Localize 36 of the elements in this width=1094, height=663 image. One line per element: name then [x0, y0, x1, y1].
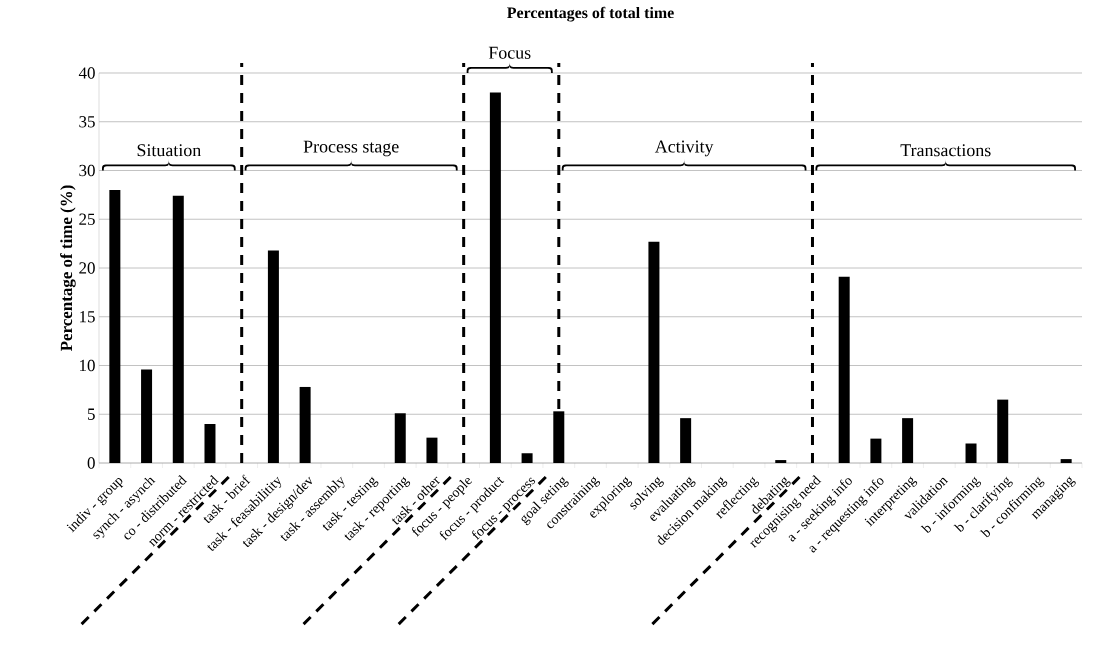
y-tick-label: 35	[79, 116, 95, 128]
bar	[648, 241, 660, 463]
bar	[965, 443, 977, 463]
bar	[997, 399, 1009, 463]
bar	[902, 418, 914, 463]
bar	[870, 438, 882, 463]
y-tick-label: 15	[80, 311, 95, 323]
bar	[204, 424, 216, 463]
bar	[521, 453, 533, 463]
bar	[838, 276, 850, 463]
y-tick-label: 30	[79, 164, 95, 177]
y-tick-label: 20	[79, 262, 95, 274]
bar	[267, 250, 279, 463]
bar	[553, 411, 565, 463]
bar	[109, 190, 121, 463]
bar	[775, 460, 787, 463]
y-tick-label: 40	[78, 67, 95, 79]
chart-title: Percentages of total time	[507, 6, 674, 22]
bar	[680, 418, 692, 463]
bar	[141, 369, 153, 463]
y-tick-label: 25	[79, 213, 95, 225]
annotation: Transactions	[900, 144, 991, 157]
bar	[426, 437, 438, 463]
y-tick-label: 5	[88, 408, 95, 420]
bar	[1060, 459, 1072, 463]
y-tick-label: 10	[80, 359, 95, 372]
bar	[172, 195, 184, 463]
bar	[489, 92, 501, 463]
text: Focus	[488, 46, 531, 59]
y-axis-title: Percentage of time (%)	[60, 185, 76, 352]
bar	[299, 386, 311, 463]
annotation: Process stage	[303, 140, 399, 157]
annotation: Activity	[654, 140, 714, 157]
bar	[394, 413, 406, 463]
y-tick-label: 0	[87, 457, 95, 469]
annotation: Situation	[137, 144, 201, 157]
